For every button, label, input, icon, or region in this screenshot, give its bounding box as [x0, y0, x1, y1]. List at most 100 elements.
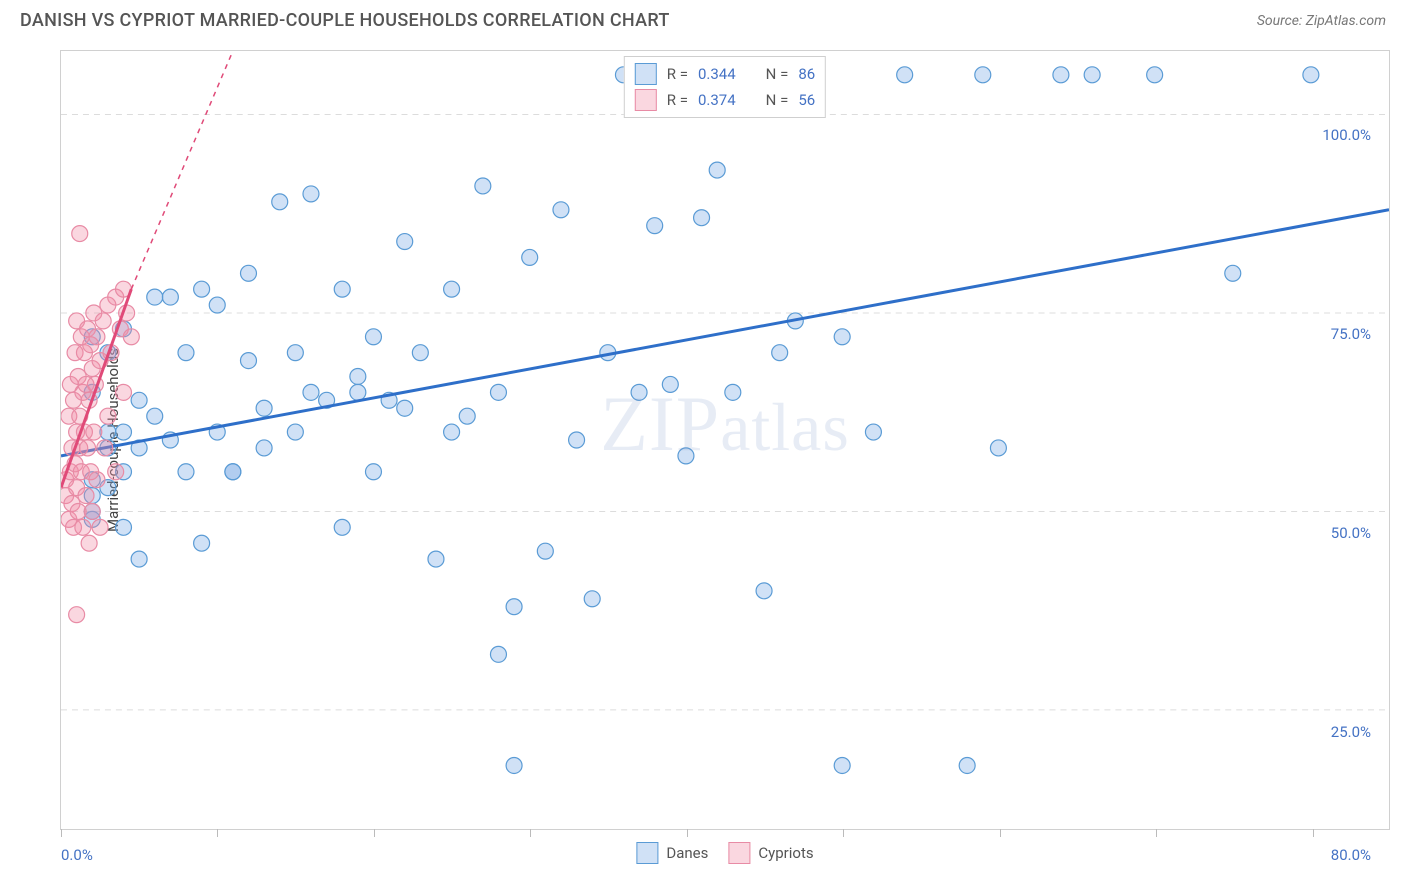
legend-swatch	[635, 63, 657, 85]
x-tick	[843, 829, 844, 837]
legend-n-label: N =	[766, 65, 789, 83]
y-tick-label: 25.0%	[1331, 723, 1371, 741]
scatter-point	[506, 758, 522, 774]
scatter-point	[78, 488, 94, 504]
scatter-point	[834, 758, 850, 774]
scatter-point	[428, 551, 444, 567]
legend-series-label: Cypriots	[758, 844, 813, 862]
legend-series-item: Cypriots	[728, 842, 813, 864]
scatter-point	[350, 369, 366, 385]
scatter-point	[350, 384, 366, 400]
scatter-point	[537, 543, 553, 559]
y-tick-label: 50.0%	[1331, 524, 1371, 542]
legend-swatch	[728, 842, 750, 864]
legend-row: R = 0.374 N = 56	[635, 87, 815, 113]
scatter-point	[709, 162, 725, 178]
x-tick	[61, 829, 62, 837]
scatter-point	[272, 194, 288, 210]
trend-line-extension	[131, 51, 233, 289]
scatter-point	[86, 424, 102, 440]
scatter-point	[365, 464, 381, 480]
scatter-point	[490, 646, 506, 662]
scatter-point	[1225, 265, 1241, 281]
x-tick	[217, 829, 218, 837]
scatter-point	[287, 345, 303, 361]
legend-n-label: N =	[766, 91, 789, 109]
x-tick	[1313, 829, 1314, 837]
scatter-point	[72, 226, 88, 242]
scatter-point	[678, 448, 694, 464]
plot-svg	[61, 51, 1389, 829]
scatter-point	[444, 281, 460, 297]
scatter-point	[490, 384, 506, 400]
chart-title: DANISH VS CYPRIOT MARRIED-COUPLE HOUSEHO…	[20, 10, 670, 31]
scatter-point	[865, 424, 881, 440]
scatter-point	[287, 424, 303, 440]
scatter-point	[834, 329, 850, 345]
scatter-point	[92, 519, 108, 535]
scatter-point	[81, 535, 97, 551]
scatter-point	[162, 289, 178, 305]
scatter-point	[89, 472, 105, 488]
legend-r-value: 0.344	[698, 65, 736, 83]
legend-r-label: R =	[667, 91, 688, 109]
scatter-point	[662, 376, 678, 392]
scatter-point	[725, 384, 741, 400]
x-axis-min-label: 0.0%	[61, 846, 93, 864]
scatter-point	[131, 392, 147, 408]
scatter-point	[303, 384, 319, 400]
legend-series: Danes Cypriots	[636, 842, 813, 864]
scatter-point	[1053, 67, 1069, 83]
scatter-point	[444, 424, 460, 440]
scatter-point	[256, 440, 272, 456]
x-tick	[687, 829, 688, 837]
legend-row: R = 0.344 N = 86	[635, 61, 815, 87]
chart-source: Source: ZipAtlas.com	[1257, 13, 1386, 29]
scatter-point	[97, 440, 113, 456]
legend-n-value: 86	[798, 65, 815, 83]
scatter-point	[194, 281, 210, 297]
scatter-point	[240, 353, 256, 369]
scatter-point	[116, 519, 132, 535]
scatter-point	[123, 329, 139, 345]
scatter-point	[506, 599, 522, 615]
scatter-point	[1084, 67, 1100, 83]
legend-swatch	[635, 89, 657, 111]
x-tick	[374, 829, 375, 837]
legend-n-value: 56	[798, 91, 815, 109]
scatter-point	[225, 464, 241, 480]
scatter-point	[553, 202, 569, 218]
scatter-point	[100, 408, 116, 424]
x-axis-max-label: 80.0%	[1331, 846, 1371, 864]
legend-series-label: Danes	[666, 844, 708, 862]
scatter-point	[303, 186, 319, 202]
scatter-point	[95, 313, 111, 329]
scatter-point	[240, 265, 256, 281]
scatter-point	[116, 384, 132, 400]
scatter-point	[647, 218, 663, 234]
scatter-point	[131, 551, 147, 567]
scatter-point	[412, 345, 428, 361]
scatter-point	[459, 408, 475, 424]
scatter-point	[522, 249, 538, 265]
scatter-point	[75, 519, 91, 535]
trend-line	[61, 210, 1389, 456]
scatter-point	[178, 345, 194, 361]
scatter-point	[1147, 67, 1163, 83]
scatter-point	[772, 345, 788, 361]
scatter-point	[365, 329, 381, 345]
legend-correlation: R = 0.344 N = 86 R = 0.374 N = 56	[624, 56, 826, 118]
chart-container: Married-couple Households ZIPatlas R = 0…	[60, 50, 1390, 830]
scatter-point	[397, 234, 413, 250]
legend-r-label: R =	[667, 65, 688, 83]
scatter-point	[975, 67, 991, 83]
scatter-point	[116, 424, 132, 440]
scatter-point	[147, 408, 163, 424]
scatter-point	[69, 607, 85, 623]
scatter-point	[584, 591, 600, 607]
legend-r-value: 0.374	[698, 91, 736, 109]
scatter-point	[990, 440, 1006, 456]
y-tick-label: 100.0%	[1322, 126, 1371, 144]
scatter-point	[178, 464, 194, 480]
scatter-point	[209, 297, 225, 313]
